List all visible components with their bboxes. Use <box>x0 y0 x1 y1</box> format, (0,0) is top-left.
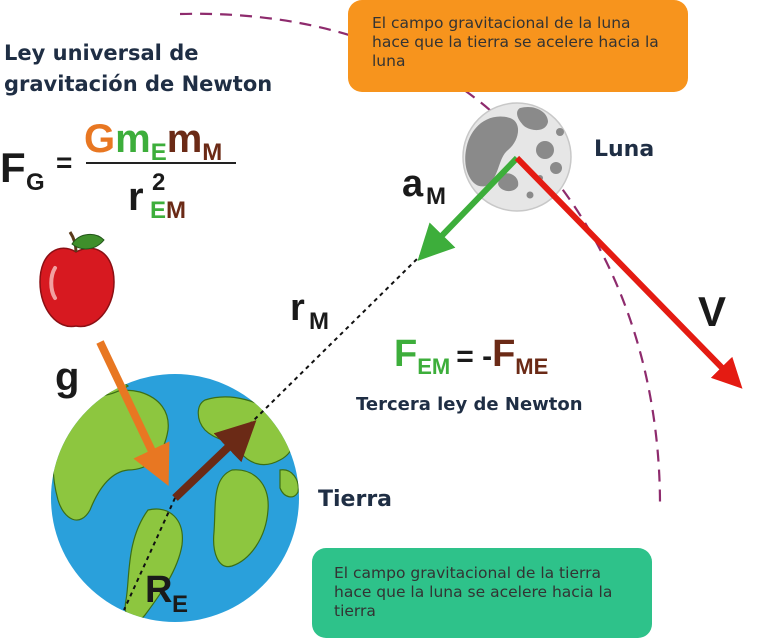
arrow-F-earth <box>172 420 257 501</box>
moon-label: Luna <box>594 137 655 162</box>
apple-icon <box>39 231 115 328</box>
label-RE: R <box>145 569 172 611</box>
earth-field-note: El campo gravitacional de la tierra hace… <box>312 548 652 638</box>
label-V: V <box>698 288 726 335</box>
formula-denominator-exp: 2 <box>152 169 165 196</box>
arrow-g <box>96 340 170 487</box>
arrow-aM <box>417 155 520 261</box>
label-RE-sub: E <box>172 591 188 618</box>
label-rM-sub: M <box>309 308 329 335</box>
arrow-V <box>514 155 743 389</box>
third-law-label: Tercera ley de Newton <box>356 394 583 415</box>
label-aM: a <box>402 163 424 205</box>
label-aM-sub: M <box>426 183 446 210</box>
formula-numerator: GmEmM <box>84 117 222 166</box>
label-g: g <box>55 355 79 399</box>
formula-equals: = <box>56 147 72 178</box>
formula-denominator: r <box>128 175 144 219</box>
earth-label: Tierra <box>318 487 393 512</box>
moon-orbit <box>179 12 662 506</box>
moon-field-note: El campo gravitacional de la luna hace q… <box>348 0 688 92</box>
label-rM: r <box>290 287 305 329</box>
formula-lhs: F <box>0 144 26 191</box>
formula-lhs-sub: G <box>26 169 45 196</box>
third-law-equation: FEM = -FME <box>394 333 548 379</box>
formula-denominator-sub: EM <box>150 197 186 224</box>
law-title: Ley universal de gravitación de Newton <box>4 41 273 96</box>
